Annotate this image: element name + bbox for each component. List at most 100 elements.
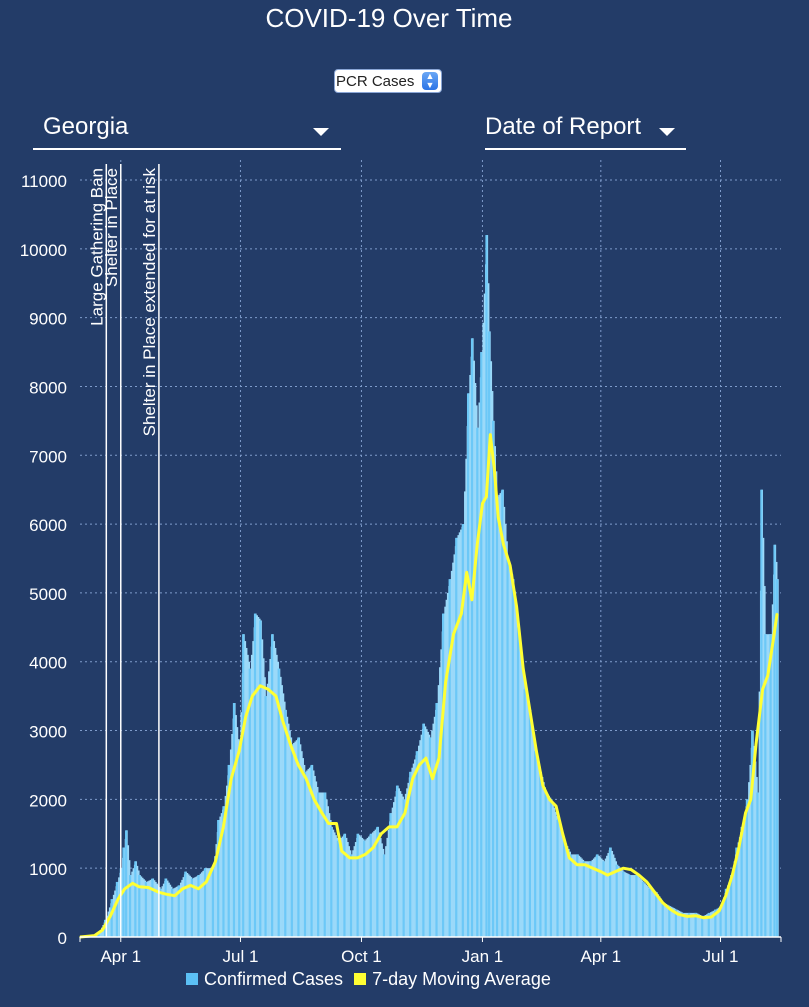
moving-average-point xyxy=(356,857,359,859)
legend-item-confirmed[interactable]: Confirmed Cases xyxy=(186,969,343,990)
x-tick-label: Jan 1 xyxy=(462,947,504,965)
state-dropdown[interactable]: Georgia xyxy=(33,112,341,150)
cases-bar xyxy=(127,845,130,937)
cases-bar xyxy=(558,824,561,937)
cases-bar xyxy=(631,875,633,937)
cases-bar xyxy=(358,835,361,937)
cases-bar xyxy=(607,853,610,937)
cases-bar xyxy=(166,880,169,937)
cases-bar xyxy=(315,781,318,937)
cases-bar xyxy=(527,699,529,937)
cases-bar xyxy=(207,868,210,937)
cases-bar xyxy=(627,873,629,937)
cases-bar xyxy=(665,903,667,937)
cases-bar xyxy=(376,826,379,937)
cases-bar xyxy=(219,816,222,937)
cases-bar xyxy=(491,420,495,937)
cases-bar xyxy=(591,859,594,937)
moving-average-point xyxy=(117,898,119,900)
cases-bar xyxy=(211,868,215,937)
cases-bar xyxy=(637,876,640,937)
annotation-label: Shelter in Place xyxy=(102,168,121,287)
moving-average-point xyxy=(93,934,96,937)
cases-bar xyxy=(633,875,636,937)
cases-bar xyxy=(310,764,313,937)
cases-bar xyxy=(582,861,585,937)
cases-bar xyxy=(453,554,456,937)
cases-bar xyxy=(206,868,208,937)
cases-bar xyxy=(433,716,436,937)
moving-average-point xyxy=(710,916,713,918)
x-tick-label: Jul 1 xyxy=(222,947,258,965)
cases-bar xyxy=(253,613,257,937)
cases-bar xyxy=(585,861,587,937)
moving-average-point xyxy=(275,695,277,697)
cases-bar xyxy=(609,847,612,937)
cases-bar xyxy=(224,795,227,937)
cases-bar xyxy=(99,930,102,937)
cases-bar xyxy=(766,634,769,937)
legend-item-average[interactable]: 7-day Moving Average xyxy=(354,969,551,990)
cases-bar xyxy=(606,855,608,937)
cases-bar xyxy=(339,839,341,937)
cases-bar xyxy=(657,894,660,937)
cases-bar xyxy=(691,912,694,937)
date-type-dropdown[interactable]: Date of Report xyxy=(485,112,686,150)
cases-bar xyxy=(422,723,425,937)
cases-bar xyxy=(222,806,225,937)
cases-bar xyxy=(506,558,509,937)
cases-bar xyxy=(483,293,486,937)
cases-bar xyxy=(574,854,577,937)
cases-bar xyxy=(229,749,232,937)
cases-bar xyxy=(308,767,311,937)
cases-bar xyxy=(412,763,415,937)
metric-select-value: PCR Cases xyxy=(336,72,415,90)
moving-average-point xyxy=(327,822,330,825)
moving-average-point xyxy=(173,894,176,897)
cases-bar xyxy=(101,927,103,937)
y-tick-label: 7000 xyxy=(29,447,67,466)
moving-average-point xyxy=(222,826,225,828)
y-tick-label: 9000 xyxy=(29,310,67,329)
cases-bar xyxy=(190,878,193,937)
cases-bar xyxy=(452,562,454,937)
moving-average-point xyxy=(418,764,421,766)
cases-bar xyxy=(407,782,410,937)
cases-bar xyxy=(379,837,382,937)
cases-bar xyxy=(537,761,540,937)
cases-bar xyxy=(624,872,627,937)
cases-bar xyxy=(648,888,651,937)
cases-bar xyxy=(162,883,165,937)
cases-bar xyxy=(346,842,349,937)
cases-bar xyxy=(573,854,575,937)
cases-bar xyxy=(699,914,702,937)
cases-bar xyxy=(617,866,620,937)
moving-average-point xyxy=(724,894,727,897)
moving-average-point xyxy=(238,750,240,752)
moving-average-point xyxy=(686,915,689,918)
metric-select[interactable]: PCR Cases ▲ ▼ xyxy=(334,69,442,93)
cases-bar xyxy=(652,890,654,937)
moving-average-point xyxy=(528,709,531,711)
cases-bar xyxy=(690,912,692,937)
cases-bar xyxy=(569,854,572,937)
moving-average-point xyxy=(522,667,525,670)
cases-bar xyxy=(343,833,346,937)
cases-bar xyxy=(589,861,592,937)
cases-bar xyxy=(602,861,605,937)
cases-bar xyxy=(134,861,137,937)
cases-bar xyxy=(717,907,720,937)
cases-bar xyxy=(273,641,276,937)
moving-average-point xyxy=(396,826,398,828)
cases-bar xyxy=(418,745,420,937)
cases-bar xyxy=(187,874,190,937)
cases-bar xyxy=(231,733,233,937)
cases-bar xyxy=(363,840,366,937)
cases-bar xyxy=(303,771,307,937)
cases-bar xyxy=(402,799,405,937)
cases-bar xyxy=(349,854,353,937)
cases-bar xyxy=(411,767,414,937)
cases-bar xyxy=(184,871,187,937)
cases-bar xyxy=(544,792,547,937)
